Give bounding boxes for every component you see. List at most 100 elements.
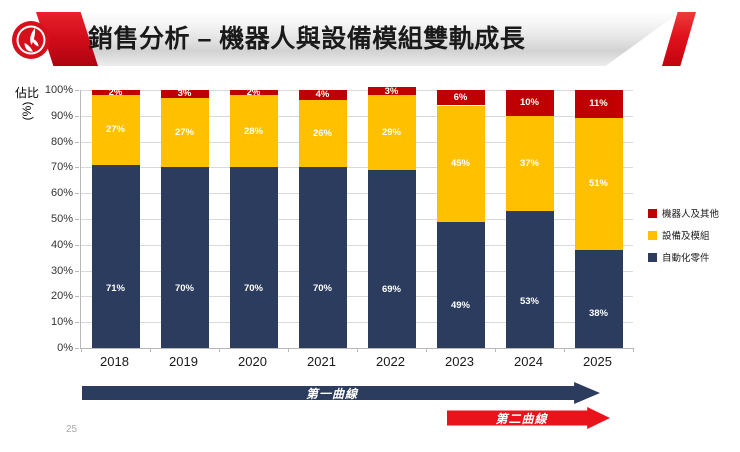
gridline [81,219,633,220]
x-axis-tick-mark [219,348,220,352]
bar-segment[interactable]: 28% [229,95,278,168]
slide-title-banner: 銷售分析 – 機器人與設備模組雙軌成長 [0,12,740,66]
bar-segment[interactable]: 6% [436,90,485,106]
x-axis-tick-label: 2019 [169,354,198,369]
bar-segment-label: 10% [519,97,539,109]
bar-segment[interactable]: 70% [298,167,347,348]
bar-column[interactable]: 53% 37% 10% [505,90,554,348]
bar-column[interactable]: 70% 26% 4% [298,89,347,348]
x-axis-tick-mark [495,348,496,352]
bar-segment-label: 6% [453,92,468,103]
x-axis-tick-mark [150,348,151,352]
gridline [81,193,633,195]
bar-segment[interactable]: 38% [574,249,623,348]
x-axis-tick-label: 2023 [445,354,474,369]
bar-segment[interactable]: 10% [505,90,554,116]
bar-segment[interactable]: 2% [91,86,140,98]
bar-segment[interactable]: 2% [229,88,278,97]
bar-segment[interactable]: 27% [91,95,140,165]
gridline [81,90,633,91]
bar-segment-label: 70% [243,283,263,295]
y-axis-tick-mark [75,115,79,117]
bar-segment[interactable]: 49% [436,221,485,348]
bar-segment[interactable]: 71% [91,164,140,348]
bar-segment[interactable]: 69% [367,169,416,348]
y-axis-tick-mark [75,270,79,272]
x-axis-tick-mark [81,348,82,352]
legend-item[interactable]: 設備及模組 [648,228,740,242]
y-axis-tick-mark [75,322,79,324]
sales-mix-chart: 佔比 (%) 71% 27% 2% 70% 27% 3% 70% 28% 2% 70% 26% 4% 6… [0,78,740,378]
bar-segment-label: 53% [519,296,539,308]
x-axis-tick-mark [426,348,427,352]
x-axis-tick-mark [288,348,289,352]
y-axis-tick-label: 30% [50,264,73,277]
bar-segment[interactable]: 51% [574,118,623,250]
bar-column[interactable]: 71% 27% 2% [91,86,140,348]
page-title: 銷售分析 – 機器人與設備模組雙軌成長 [88,25,526,53]
x-axis-tick-mark [357,348,358,352]
bar-segment[interactable]: 26% [298,100,347,168]
bar-segment[interactable]: 27% [160,97,209,168]
legend-swatch-icon [648,208,657,218]
x-axis-tick-label: 2022 [376,354,405,369]
plot-wrapper: 71% 27% 2% 70% 27% 3% 70% 28% 2% 70% 26% 4% 69% 29% 3%… [45,84,634,369]
bar-segment-label: 49% [450,299,470,311]
bar-segment-label: 2% [108,86,123,98]
bar-segment[interactable]: 4% [298,89,347,101]
bar-segment[interactable]: 11% [574,90,623,119]
gridline [81,270,633,272]
bar-segment[interactable]: 29% [367,95,416,170]
bar-segment[interactable]: 70% [229,167,278,348]
bar-column[interactable]: 70% 28% 2% [229,88,278,348]
bar-segment[interactable]: 3% [160,88,209,100]
bar-segment-label: 27% [174,126,194,138]
x-axis-tick-mark [564,348,565,352]
bar-segment[interactable]: 37% [505,115,554,212]
first-curve-arrow: 第一曲線 [82,382,600,404]
gridline [81,141,633,143]
y-axis-tick-mark [75,219,79,220]
bar-segment[interactable]: 3% [367,85,416,97]
legend-swatch-icon [648,230,657,240]
y-axis-tick-label: 50% [50,213,73,225]
y-axis-tick-mark [75,90,79,91]
page-number: 25 [66,424,78,435]
bar-segment-label: 51% [588,178,608,190]
bar-segment[interactable]: 53% [505,211,554,348]
y-axis-tick-mark [75,167,79,169]
y-axis-tick-label: 100% [44,84,73,96]
bar-segment[interactable]: 45% [436,105,485,222]
legend-item[interactable]: 機器人及其他 [648,206,740,220]
bar-column[interactable]: 69% 29% 3% [367,85,416,348]
bar-segment-label: 70% [312,283,332,295]
y-axis-tick-label: 40% [50,238,73,251]
bar-segment-label: 4% [315,89,330,101]
bar-segment-label: 3% [384,85,399,97]
gridline [81,296,633,298]
legend-item[interactable]: 自動化零件 [648,250,740,264]
bar-segment-label: 37% [519,157,539,169]
legend-item-label: 機器人及其他 [662,209,720,220]
bar-column[interactable]: 49% 45% 6% [436,90,485,348]
y-axis-title-unit: (%) [20,101,34,121]
gridline [81,322,633,324]
bar-segment-label: 71% [105,282,125,294]
y-axis-tick-mark [75,193,79,195]
chart-legend: 機器人及其他設備及模組自動化零件 [648,206,740,272]
y-axis-tick-label: 80% [50,135,73,148]
bar-segment-label: 28% [243,125,263,137]
gridline [81,244,633,246]
second-curve-arrow: 第二曲線 [447,407,610,429]
bar-column[interactable]: 70% 27% 3% [160,88,209,348]
company-logo-icon [12,21,50,59]
bar-column[interactable]: 38% 51% 11% [574,90,623,348]
y-axis-tick-mark [75,348,79,349]
bar-segment[interactable]: 70% [160,167,209,348]
y-axis-tick-label: 0% [57,342,73,354]
bar-segment-label: 3% [177,88,192,100]
x-axis-tick-label: 2018 [100,354,129,369]
y-axis-title-cjk: 佔比 [14,86,39,100]
y-axis-tick-label: 60% [50,187,73,200]
legend-swatch-icon [648,252,657,262]
